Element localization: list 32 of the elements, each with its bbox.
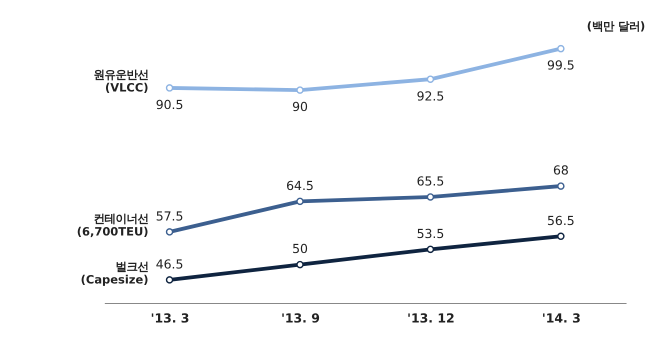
point bbox=[296, 86, 304, 94]
data-label: 90.5 bbox=[156, 96, 184, 112]
point bbox=[426, 246, 434, 254]
data-label: 68 bbox=[552, 162, 569, 178]
data-label: 56.5 bbox=[547, 212, 575, 228]
point bbox=[426, 193, 434, 201]
series-label: 원유운반선 (VLCC) bbox=[94, 67, 148, 95]
data-label: 46.5 bbox=[156, 256, 184, 272]
point bbox=[557, 232, 565, 240]
text: (백만 달러) bbox=[586, 19, 646, 34]
x-tick-label: '13. 3 bbox=[150, 310, 190, 326]
point bbox=[557, 182, 565, 190]
point bbox=[296, 198, 304, 206]
point bbox=[296, 260, 304, 268]
point bbox=[166, 276, 174, 284]
data-label: 65.5 bbox=[416, 174, 444, 189]
data-label: 90 bbox=[292, 99, 308, 114]
point bbox=[166, 228, 174, 236]
series-label: 컨테이너선 (6,700TEU) bbox=[76, 211, 148, 239]
point bbox=[557, 44, 565, 52]
data-label: 53.5 bbox=[416, 226, 444, 241]
x-tick-label: '14. 3 bbox=[542, 310, 581, 326]
data-label: 50 bbox=[292, 241, 308, 256]
data-label: 64.5 bbox=[286, 178, 314, 193]
series-label: 벌크선 (Capesize) bbox=[80, 259, 148, 287]
x-tick-label: '13. 9 bbox=[281, 310, 320, 326]
point bbox=[166, 84, 174, 92]
data-label: 92.5 bbox=[416, 88, 444, 104]
data-label: 99.5 bbox=[547, 58, 575, 73]
point bbox=[426, 75, 434, 83]
data-label: 57.5 bbox=[156, 208, 184, 224]
x-tick-label: '13. 12 bbox=[407, 310, 455, 326]
